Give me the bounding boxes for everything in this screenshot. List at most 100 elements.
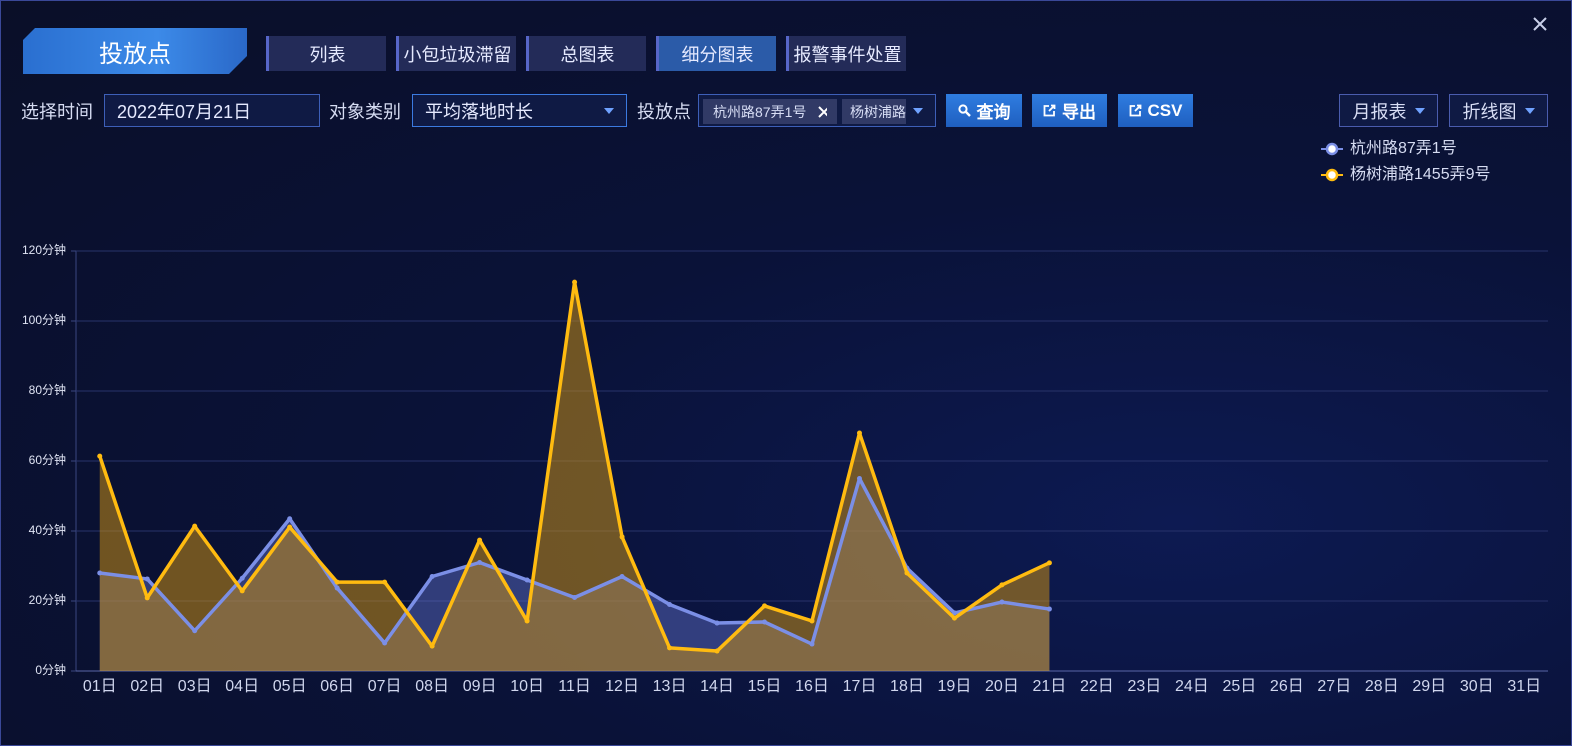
point [239,588,245,594]
x-tick-label: 18日 [890,678,924,695]
point [239,575,245,581]
point [144,576,150,582]
y-tick-label: 100分钟 [22,312,66,327]
point [334,579,340,585]
point [287,524,293,530]
x-tick-label: 13日 [653,678,687,695]
x-tick-label: 10日 [510,678,544,695]
y-tick-label: 0分钟 [35,662,66,677]
x-tick-label: 28日 [1365,678,1399,695]
point [951,615,957,621]
point-select[interactable]: 杭州路87弄1号 杨树浦路 [698,94,936,127]
x-tick-label: 22日 [1080,678,1114,695]
legend-marker [1325,142,1339,156]
point [762,603,768,609]
x-tick-label: 06日 [320,678,354,695]
point [429,643,435,649]
point [572,595,578,600]
area [99,282,1050,671]
button-text: 查询 [976,103,1011,122]
y-tick-label: 120分钟 [22,242,66,257]
point [904,570,910,576]
y-tick-label: 20分钟 [29,592,66,607]
report-select[interactable]: 月报表 [1339,94,1438,127]
point [999,599,1005,605]
point [856,476,862,481]
tab[interactable]: 列表 [266,36,386,71]
caret [1524,107,1535,114]
x-tick-label: 23日 [1127,678,1161,695]
point [429,574,435,579]
x-tick-label: 30日 [1460,678,1494,695]
legend-label: 杭州路87弄1号 [1350,139,1457,157]
point [667,602,673,607]
chip-text: 杨树浦路 [850,103,906,120]
x-tick-label: 20日 [985,678,1019,695]
point [667,645,673,651]
x-tick-label: 27日 [1317,678,1351,695]
x-tick-label: 12日 [605,678,639,695]
caret [604,107,614,114]
point [714,648,720,654]
x-tick-label: 21日 [1033,678,1067,695]
y-tick-label: 80分钟 [29,382,66,397]
x-tick-label: 25日 [1222,678,1256,695]
point [477,560,483,565]
point [762,619,768,625]
chip-close[interactable] [818,105,827,118]
point [477,537,483,543]
x-tick-label: 09日 [463,678,497,695]
query-button[interactable]: 查询 [946,94,1022,127]
point [951,610,957,616]
x-tick-label: 11日 [558,678,591,695]
tab[interactable]: 报警事件处置 [786,36,906,71]
x-tick-label: 04日 [225,678,259,695]
time-label: 选择时间 [21,101,93,122]
y-tick-label: 60分钟 [29,452,66,467]
close-button[interactable] [1533,17,1547,31]
legend-label: 杨树浦路1455弄9号 [1350,165,1491,183]
chip-text: 杭州路87弄1号 [713,103,807,120]
point [1046,560,1052,566]
x-tick-label: 17日 [843,678,877,695]
point [856,430,862,436]
x-tick-label: 14日 [700,678,734,695]
x-tick-label: 15日 [748,678,782,695]
point [144,595,150,601]
point-label: 投放点 [637,101,691,122]
point [382,640,388,646]
button-text: CSV [1147,100,1183,120]
point [619,534,625,540]
select-text: 折线图 [1462,101,1517,122]
x-tick-label: 24日 [1175,678,1209,695]
point [809,618,815,624]
tab[interactable]: 总图表 [526,36,646,71]
button-text: 导出 [1062,103,1096,122]
point [714,620,720,626]
point [524,577,530,583]
csv-button[interactable]: CSV [1118,94,1193,127]
point [1046,606,1052,612]
x-tick-label: 16日 [795,678,829,695]
chart-select[interactable]: 折线图 [1449,94,1548,127]
select-text: 月报表 [1352,101,1407,122]
search-icon [957,104,971,117]
date-input[interactable]: 2022年07月21日 [104,94,320,127]
point [97,453,103,459]
x-tick-label: 02日 [130,678,164,695]
caret [913,107,923,114]
caret [1414,107,1425,114]
point [97,570,103,576]
x-tick-label: 01日 [83,678,117,695]
tab[interactable]: 小包垃圾滞留 [396,36,516,71]
export-button[interactable]: 导出 [1032,94,1107,127]
point [619,574,625,579]
point [382,579,388,585]
point [192,628,198,634]
type-select[interactable]: 平均落地时长 [412,94,627,127]
point [287,516,293,522]
y-tick-label: 40分钟 [29,522,66,537]
tab[interactable]: 细分图表 [656,36,776,71]
point [572,279,578,285]
